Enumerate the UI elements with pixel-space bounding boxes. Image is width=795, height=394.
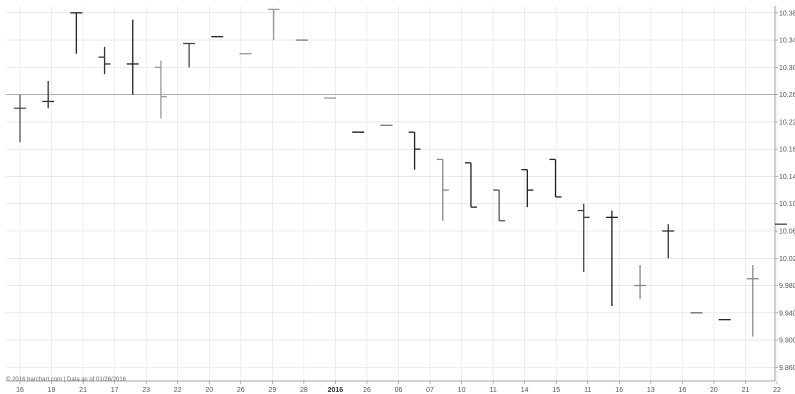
x-tick-label: 20	[205, 387, 213, 394]
ohlc-bar	[549, 158, 562, 198]
y-tick-label: 10.060	[779, 229, 795, 236]
ohlc-bar	[662, 224, 675, 259]
y-tick-label: 10.340	[779, 38, 795, 45]
ohlc-bar	[267, 8, 280, 41]
x-tick-label: 19	[48, 387, 56, 394]
ohlc-bar	[98, 46, 111, 75]
x-tick-label: 23	[142, 387, 150, 394]
y-tick-label: 10.380	[779, 10, 795, 17]
y-tick-label: 9.980	[779, 283, 795, 290]
x-tick-label: 16	[16, 387, 24, 394]
x-tick-label: 17	[111, 387, 119, 394]
x-tick-label: 29	[268, 387, 276, 394]
x-axis: 16 19 21 17 23 22 20 26 29 28 2016 26 06 07 10 11 14 15 11…	[16, 381, 781, 394]
y-tick-label: 9.900	[779, 338, 795, 345]
grid-layer	[6, 6, 778, 382]
x-tick-label: 06	[395, 387, 403, 394]
ohlc-bar	[605, 210, 618, 306]
y-tick-label: 9.940	[779, 310, 795, 317]
ohlc-bar	[521, 168, 534, 208]
x-tick-label: 21	[742, 387, 750, 394]
x-tick-label: 2016	[328, 387, 344, 394]
x-tick-label: 26	[363, 387, 371, 394]
ohlc-bar	[14, 94, 26, 143]
ohlc-bar	[408, 131, 421, 170]
y-tick-label: 10.140	[779, 174, 795, 181]
x-tick-label: 11	[489, 387, 496, 394]
x-tick-label: 26	[237, 387, 245, 394]
watermark: © 2016 barchart.com | Data as of 01/26/2…	[6, 376, 127, 383]
x-tick-label: 20	[710, 387, 718, 394]
ohlc-bar	[183, 42, 196, 68]
y-tick-label: 10.100	[779, 201, 795, 208]
y-tick-label: 10.300	[779, 65, 795, 72]
x-tick-label: 22	[174, 387, 182, 394]
x-tick-label: 15	[552, 387, 560, 394]
ohlc-bar	[464, 162, 477, 208]
ohlc-bar	[634, 265, 647, 300]
x-tick-label: 13	[647, 387, 655, 394]
y-tick-label: 9.860	[779, 365, 795, 372]
y-tick-label: 10.260	[779, 92, 795, 99]
x-tick-label: 22	[773, 387, 781, 394]
x-tick-label: 14	[521, 387, 529, 394]
x-tick-label: 11	[584, 387, 591, 394]
ohlc-bar	[493, 189, 506, 222]
ohlc-bar	[126, 19, 139, 95]
ohlc-bar	[577, 203, 590, 272]
x-tick-label: 21	[79, 387, 87, 394]
y-tick-label: 10.220	[779, 119, 795, 126]
x-tick-label: 16	[615, 387, 623, 394]
y-tick-label: 10.020	[779, 256, 795, 263]
x-tick-label: 16	[678, 387, 686, 394]
ohlc-bar	[436, 158, 449, 221]
ohlc-bar	[70, 12, 83, 54]
ohlc-bar	[154, 60, 167, 119]
ohlc-bar	[746, 265, 759, 337]
y-axis: 10.380 10.340 10.300 10.260 10.220 10.180 10.1…	[775, 10, 795, 372]
bar-layer	[14, 8, 787, 337]
x-tick-label: 07	[426, 387, 434, 394]
x-tick-label: 28	[300, 387, 308, 394]
y-tick-label: 10.180	[779, 147, 795, 154]
ohlc-bar	[42, 81, 55, 109]
x-tick-label: 10	[458, 387, 466, 394]
